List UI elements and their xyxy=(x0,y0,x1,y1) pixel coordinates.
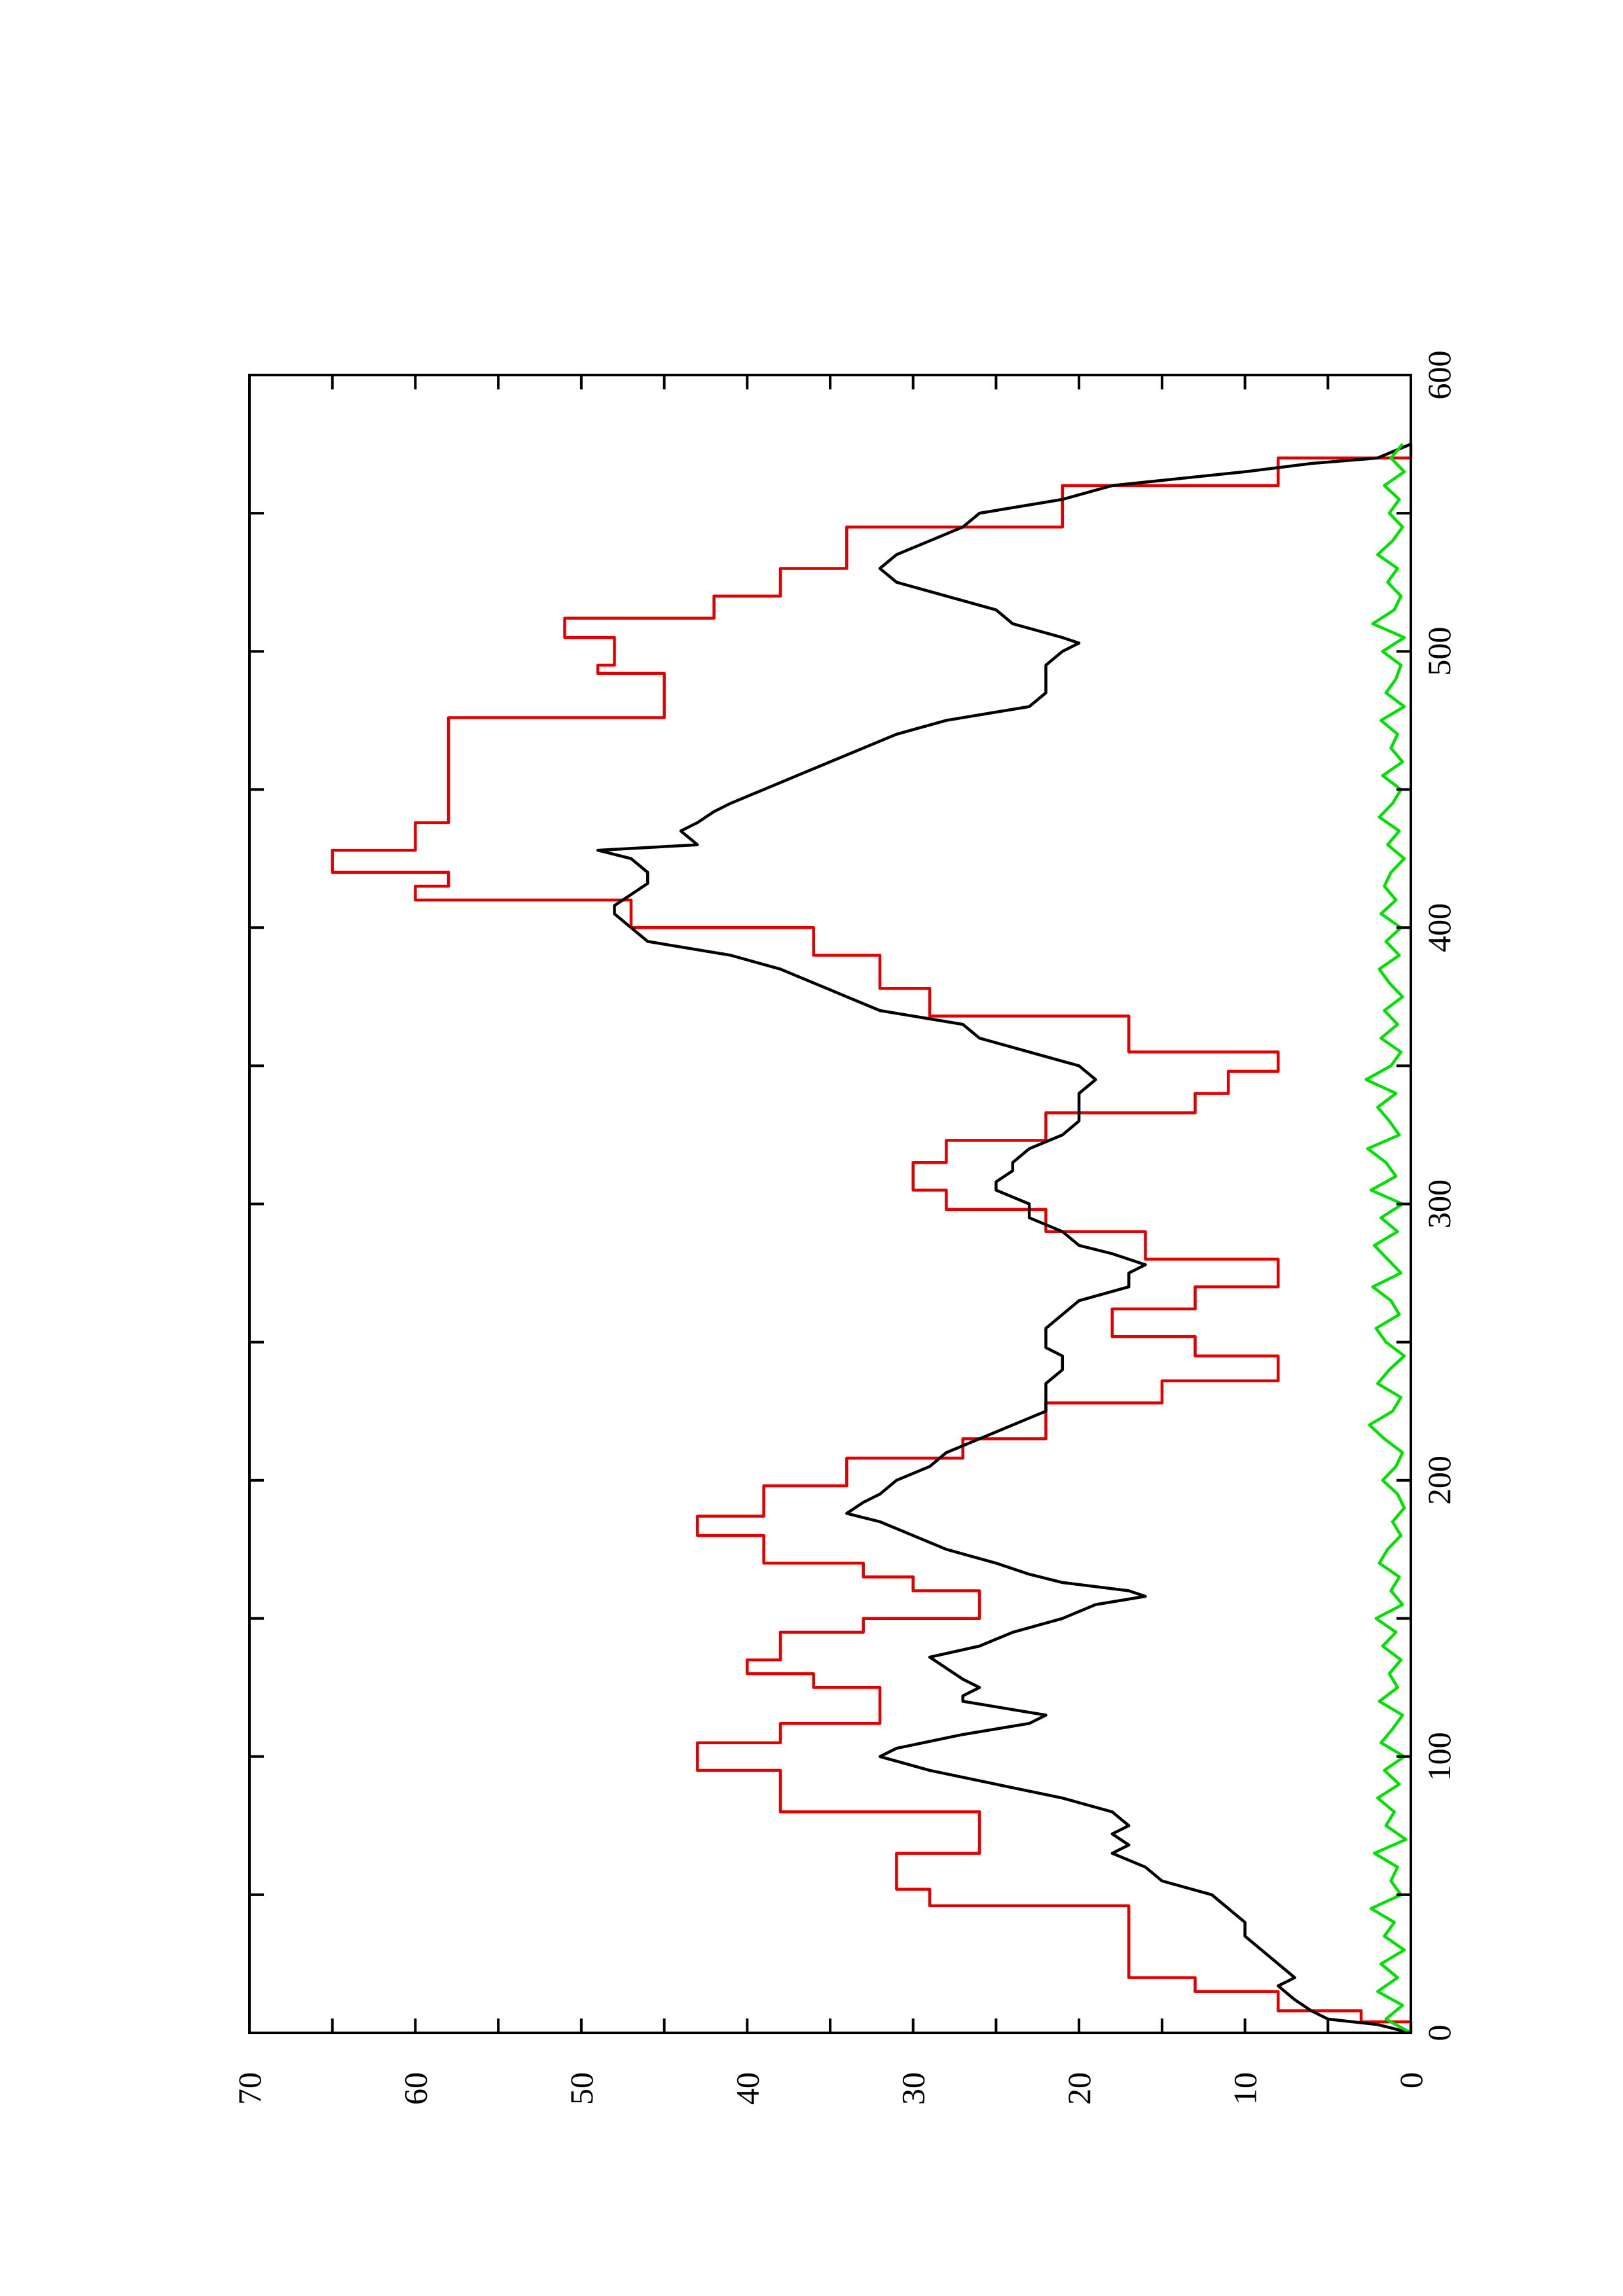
x-tick-label: 600 xyxy=(1421,351,1457,400)
y-tick-label: 50 xyxy=(563,2072,600,2105)
series-line-0 xyxy=(331,444,1413,2033)
y-tick-label: 20 xyxy=(1061,2072,1097,2105)
series-layer xyxy=(331,442,1413,2035)
y-tick-label: 40 xyxy=(729,2072,765,2105)
chart-axes xyxy=(248,374,1412,2034)
x-tick-label: 0 xyxy=(1421,2025,1457,2041)
series-line-2 xyxy=(1364,443,1412,2034)
x-tick-label: 300 xyxy=(1421,1179,1457,1229)
x-tick-label: 100 xyxy=(1421,1732,1457,1781)
series-line-1 xyxy=(596,442,1412,2035)
x-tick-label: 400 xyxy=(1421,903,1457,952)
y-tick-label: 0 xyxy=(1393,2072,1429,2089)
tick-labels: 0 100 200 300 400 500 600 0 10 20 30 40 50 60 70 xyxy=(231,351,1457,2106)
plot-frame xyxy=(248,374,1412,2034)
x-tick-label: 200 xyxy=(1421,1456,1457,1505)
x-tick-label: 500 xyxy=(1421,627,1457,676)
y-tick-label: 60 xyxy=(397,2072,433,2105)
y-tick-label: 10 xyxy=(1227,2072,1264,2105)
y-tick-label: 30 xyxy=(895,2072,932,2105)
y-tick-label: 70 xyxy=(231,2072,268,2105)
